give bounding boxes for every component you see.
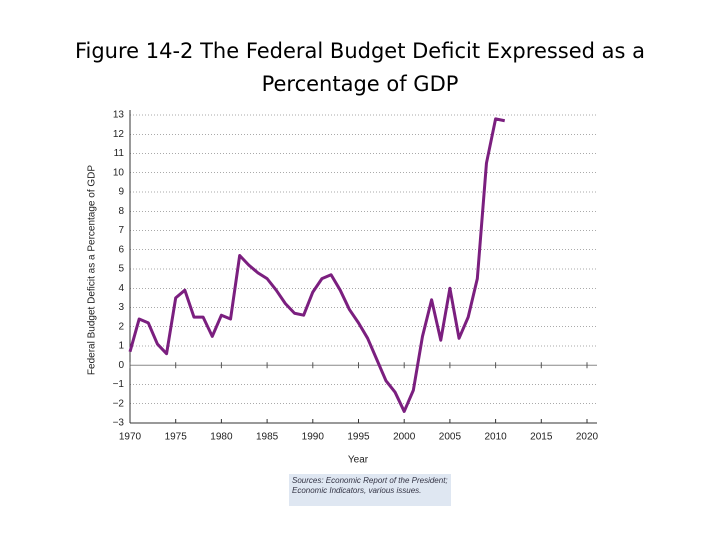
y-tick-label: 11 (114, 148, 125, 159)
x-tick-label: 1990 (302, 432, 325, 443)
y-tick-label: 5 (118, 264, 124, 275)
y-tick-label: 7 (118, 225, 124, 236)
x-tick-label: 1985 (256, 432, 279, 443)
x-tick-label: 1975 (165, 432, 188, 443)
x-tick-label: 2005 (439, 432, 462, 443)
y-tick-label: 3 (118, 302, 124, 313)
y-tick-label: 6 (118, 244, 124, 255)
x-tick-label: 2015 (530, 432, 553, 443)
x-tick-label: 2020 (576, 432, 599, 443)
x-tick-label: 1995 (347, 432, 370, 443)
x-tick-label: 1980 (210, 432, 233, 443)
x-tick-label: 1970 (119, 432, 142, 443)
y-tick-label: 1 (118, 341, 124, 352)
y-tick-label: 8 (118, 206, 124, 217)
data-line (128, 117, 506, 413)
x-tick-label: 2000 (393, 432, 416, 443)
x-axis-label: Year (348, 455, 369, 466)
source-wrap: Sources: Economic Report of the Presiden… (292, 476, 448, 495)
x-tick-label: 2010 (484, 432, 507, 443)
y-tick-label: −1 (113, 379, 125, 390)
y-tick-label: 0 (118, 360, 124, 371)
y-tick-label: 4 (118, 283, 124, 294)
y-tick-label: 10 (113, 167, 125, 178)
y-tick-label: 13 (113, 110, 125, 121)
chart-title-line1: Figure 14-2 The Federal Budget Deficit E… (75, 39, 645, 63)
y-tick-label: 9 (118, 187, 124, 198)
source-box (289, 474, 451, 506)
y-tick-label: −2 (113, 398, 125, 409)
y-tick-label: −3 (113, 418, 125, 429)
y-tick-label: 2 (118, 321, 124, 332)
y-tick-label: 12 (113, 129, 125, 140)
chart-title-line2: Percentage of GDP (262, 72, 459, 96)
source-note: Sources: Economic Report of the Presiden… (292, 476, 448, 495)
y-axis-label: Federal Budget Deficit as a Percentage o… (87, 165, 98, 375)
